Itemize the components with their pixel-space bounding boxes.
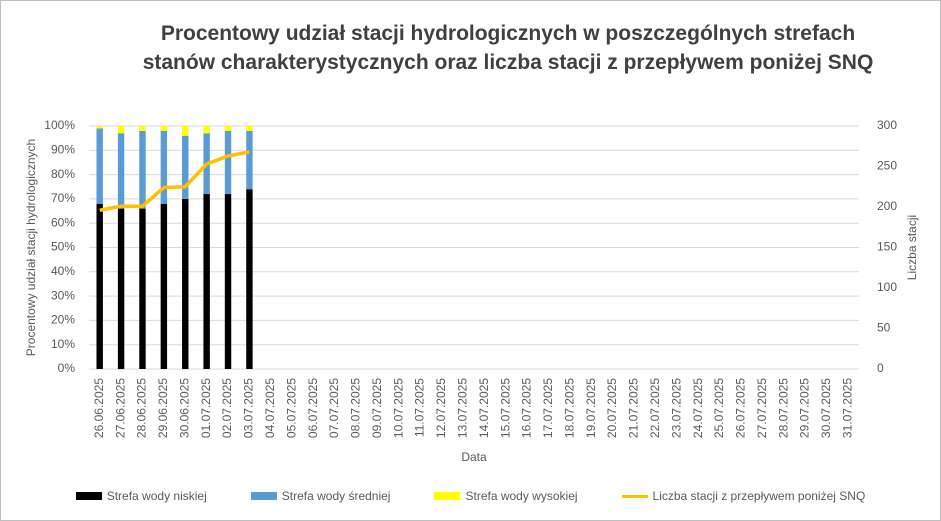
x-tick-label: 30.07.2025 [819,378,833,438]
y2-tick-label: 300 [877,118,897,132]
chart-title: Procentowy udział stacji hydrologicznych… [142,22,874,74]
y-tick-label: 20% [51,313,75,327]
x-tick-label: 28.06.2025 [135,378,149,438]
bar-segment [96,128,103,204]
x-tick-label: 07.07.2025 [327,378,341,438]
x-tick-label: 11.07.2025 [413,378,427,437]
y-tick-label: 90% [51,142,75,156]
legend: Strefa wody niskiej Strefa wody średniej S… [1,489,940,503]
y2-tick-label: 50 [877,321,891,335]
x-tick-label: 17.07.2025 [541,378,555,438]
legend-label: Strefa wody średniej [281,489,391,503]
y-tick-label: 10% [51,337,75,351]
y2-axis-title: Liczba stacji [905,215,919,280]
bar-segment [182,126,189,136]
x-tick-label: 02.07.2025 [220,378,234,438]
bar-segment [203,194,210,369]
x-tick-label: 22.07.2025 [648,378,662,438]
x-tick-label: 13.07.2025 [455,378,469,438]
legend-label: Strefa wody wysokiej [465,489,578,503]
y-tick-label: 60% [51,215,75,229]
x-tick-label: 03.07.2025 [242,378,256,438]
bar-segment [117,133,125,209]
x-tick-label: 23.07.2025 [669,378,683,438]
y2-tick-label: 100 [877,280,897,294]
x-tick-label: 31.07.2025 [840,378,854,438]
x-tick-label: 30.06.2025 [177,378,191,438]
y2-tick-label: 250 [877,159,897,173]
y-tick-label: 50% [51,240,75,254]
x-tick-label: 25.07.2025 [712,378,726,438]
y-tick-label: 100% [44,118,75,132]
bar-segment [96,126,103,129]
x-tick-label: 18.07.2025 [562,378,576,438]
legend-item: Strefa wody wysokiej [434,489,578,503]
y-tick-label: 70% [51,191,75,205]
y2-tick-label: 0 [877,361,884,375]
x-tick-label: 24.07.2025 [691,378,705,438]
bar-segment [246,126,253,131]
x-tick-label: 16.07.2025 [520,378,534,438]
x-tick-label: 15.07.2025 [498,378,512,438]
x-tick-label: 20.07.2025 [605,378,619,438]
legend-swatch [434,492,461,500]
bar-segment [139,126,146,131]
x-tick-label: 29.06.2025 [156,378,170,438]
legend-item: Liczba stacji z przepływem poniżej SNQ [621,489,866,503]
bar-segment [182,198,189,369]
legend-swatch [75,492,102,500]
x-tick-label: 21.07.2025 [627,378,641,438]
bar-segment [160,203,168,369]
x-tick-label: 08.07.2025 [349,378,363,438]
y2-tick-label: 150 [877,240,897,254]
x-tick-label: 12.07.2025 [434,378,448,438]
x-tick-label: 04.07.2025 [263,378,277,438]
x-tick-label: 10.07.2025 [391,378,405,438]
bar-segment [139,208,146,369]
bar-segment [224,130,232,195]
x-tick-label: 27.06.2025 [113,378,127,438]
x-tick-label: 27.07.2025 [755,378,769,438]
legend-item: Strefa wody niskiej [75,489,207,503]
x-tick-label: 19.07.2025 [584,378,598,438]
x-axis-title: Data [461,450,487,464]
bar-segment [182,135,189,199]
y-axis-title: Procentowy udział stacji hydrologicznych [24,139,38,356]
bar-segment [96,203,103,369]
y2-tick-label: 200 [877,199,897,213]
y-tick-label: 30% [51,288,75,302]
bar-segment [224,194,232,369]
x-tick-label: 01.07.2025 [199,378,213,438]
legend-item: Strefa wody średniej [250,489,391,503]
x-tick-label: 06.07.2025 [306,378,320,438]
bar-segment [224,126,232,131]
x-tick-label: 09.07.2025 [370,378,384,438]
bar-segment [117,208,125,369]
x-tick-label: 28.07.2025 [776,378,790,438]
legend-label: Liczba stacji z przepływem poniżej SNQ [652,489,866,503]
y-tick-label: 40% [51,264,75,278]
x-tick-label: 26.07.2025 [734,378,748,438]
x-tick-label: 05.07.2025 [284,378,298,438]
bar-segment [246,130,253,190]
line-series [99,150,250,212]
x-tick-label: 14.07.2025 [477,378,491,438]
bar-segment [117,126,125,134]
bar-segment [160,130,168,204]
x-tick-label: 29.07.2025 [798,378,812,438]
legend-label: Strefa wody niskiej [106,489,207,503]
bar-segment [160,126,168,131]
y-tick-label: 0% [58,361,76,375]
x-tick-label: 26.06.2025 [92,378,106,438]
legend-swatch [250,492,277,500]
bar-segment [139,130,146,209]
bar-segment [246,189,253,369]
bar-segment [203,126,210,134]
legend-swatch [621,494,648,498]
y-tick-label: 80% [51,167,75,181]
